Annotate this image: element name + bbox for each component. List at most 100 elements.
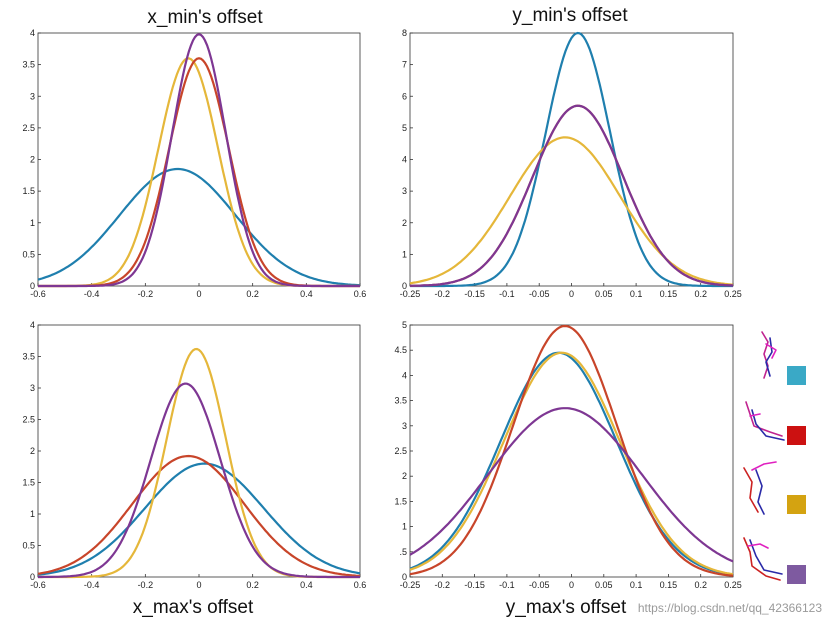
x-tick-label: -0.05 xyxy=(529,289,550,299)
y-tick-label: 4 xyxy=(30,320,35,330)
legend-swatch-red xyxy=(787,426,806,445)
series-line-purple xyxy=(38,33,360,288)
y-tick-label: 7 xyxy=(402,60,407,70)
series-line-yellow xyxy=(409,351,734,576)
series-line-purple xyxy=(409,407,734,563)
y-tick-label: 1.5 xyxy=(22,186,35,196)
x-tick-label: 0.05 xyxy=(595,289,613,299)
x-tick-label: -0.25 xyxy=(400,289,421,299)
x-tick-label: -0.2 xyxy=(138,580,154,590)
y-tick-label: 3.5 xyxy=(22,352,35,362)
x-tick-label: 0.05 xyxy=(595,580,613,590)
x-tick-label: 0 xyxy=(196,580,201,590)
series-line-blue xyxy=(409,351,734,576)
x-tick-label: 0.15 xyxy=(660,580,678,590)
x-tick-label: 0 xyxy=(569,580,574,590)
x-tick-label: 0.2 xyxy=(694,289,707,299)
x-tick-label: 0.1 xyxy=(630,580,643,590)
y-tick-label: 3 xyxy=(402,421,407,431)
legend-pose-2 xyxy=(745,401,785,441)
x-tick-label: 0.2 xyxy=(694,580,707,590)
y-tick-label: 4 xyxy=(402,155,407,165)
y-tick-label: 1 xyxy=(30,218,35,228)
y-tick-label: 2 xyxy=(402,471,407,481)
x-tick-label: 0.4 xyxy=(300,289,313,299)
x-tick-label: 0.2 xyxy=(246,289,259,299)
chart-title-x-min: x_min's offset xyxy=(147,7,263,28)
plot-frame xyxy=(409,32,734,287)
charts-group: -0.6 -0.4 -0.2 0 0.2 0.4 0.600.511.522.533.54-… xyxy=(22,28,741,590)
y-tick-label: 5 xyxy=(402,123,407,133)
legend-pose-1 xyxy=(761,331,777,379)
chart-1: -0.25 -0.2 -0.15 -0.1 -0.05 0 0.05 0.1 0.15 0.2 0.… xyxy=(400,28,742,299)
y-tick-label: 3.5 xyxy=(22,60,35,70)
y-tick-label: 3 xyxy=(30,383,35,393)
y-tick-label: 6 xyxy=(402,91,407,101)
series-line-blue xyxy=(37,462,361,576)
chart-3: -0.25 -0.2 -0.15 -0.1 -0.05 0 0.05 0.1 0.15 0.2 0.… xyxy=(394,320,741,590)
y-tick-label: .5 xyxy=(399,547,407,557)
y-tick-label: 2 xyxy=(30,155,35,165)
series-line-purple xyxy=(410,104,734,287)
x-tick-label: 0.25 xyxy=(724,580,742,590)
y-tick-label: 0 xyxy=(402,572,407,582)
x-tick-label: -0.4 xyxy=(84,580,100,590)
y-tick-label: 4 xyxy=(402,370,407,380)
x-tick-label: -0.15 xyxy=(464,289,485,299)
series-line-red xyxy=(37,454,361,577)
x-tick-label: 0.6 xyxy=(354,289,367,299)
y-tick-label: 8 xyxy=(402,28,407,38)
y-tick-label: 1 xyxy=(30,509,35,519)
series-line-red xyxy=(409,324,734,577)
y-tick-label: 1 xyxy=(402,249,407,259)
x-tick-label: 0.25 xyxy=(724,289,742,299)
series-line-purple xyxy=(38,382,360,579)
x-tick-label: 0.1 xyxy=(630,289,643,299)
x-tick-label: 0.6 xyxy=(354,580,367,590)
y-tick-label: 3 xyxy=(30,91,35,101)
watermark: https://blog.csdn.net/qq_42366123 xyxy=(638,601,822,615)
chart-title-x-max: x_max's offset xyxy=(133,597,254,618)
legend xyxy=(743,331,806,584)
y-tick-label: 2.5 xyxy=(22,415,35,425)
x-tick-label: -0.4 xyxy=(84,289,100,299)
chart-title-y-max: y_max's offset xyxy=(506,597,627,618)
x-tick-label: -0.2 xyxy=(435,289,451,299)
y-tick-label: 4.5 xyxy=(394,345,407,355)
legend-pose-3 xyxy=(743,461,777,515)
plot-frame xyxy=(409,324,734,578)
y-tick-label: 2.5 xyxy=(394,446,407,456)
chart-2: -0.6 -0.4 -0.2 0 0.2 0.4 0.6 0 0.5 1 1.5 2 2.5 3 3.5 4 xyxy=(22,320,366,590)
series-line-red xyxy=(410,104,734,287)
x-tick-label: -0.05 xyxy=(529,580,550,590)
legend-pose-4 xyxy=(743,537,783,581)
y-tick-label: 4 xyxy=(30,28,35,38)
y-tick-label: 1 xyxy=(402,522,407,532)
y-tick-label: 0.5 xyxy=(22,541,35,551)
y-tick-label: 3 xyxy=(402,186,407,196)
y-tick-label: 0.5 xyxy=(22,249,35,259)
x-tick-label: -0.6 xyxy=(30,580,46,590)
plot-frame xyxy=(37,324,361,578)
x-tick-label: -0.15 xyxy=(464,580,485,590)
x-tick-label: 0 xyxy=(196,289,201,299)
x-tick-label: -0.25 xyxy=(400,580,421,590)
x-tick-label: -0.2 xyxy=(138,289,154,299)
chart-title-y-min: y_min's offset xyxy=(512,5,628,26)
y-tick-label: 0 xyxy=(402,281,407,291)
legend-swatch-blue xyxy=(787,366,806,385)
y-tick-label: 5 xyxy=(402,320,407,330)
chart-0: -0.6 -0.4 -0.2 0 0.2 0.4 0.6 0 0.5 1 1.5 2 2.5 3 3.5 4 xyxy=(22,28,366,299)
y-tick-label: 0 xyxy=(30,572,35,582)
x-tick-label: 0.2 xyxy=(246,580,259,590)
y-tick-label: 2 xyxy=(402,218,407,228)
series-line-yellow xyxy=(409,136,734,286)
x-tick-label: 0.15 xyxy=(660,289,678,299)
series-line-blue xyxy=(37,167,361,287)
x-tick-label: -0.6 xyxy=(30,289,46,299)
legend-swatch-yellow xyxy=(787,495,806,514)
legend-swatch-purple xyxy=(787,565,806,584)
y-tick-label: 1.5 xyxy=(22,478,35,488)
x-tick-label: 0.4 xyxy=(300,580,313,590)
x-tick-label: -0.1 xyxy=(499,580,515,590)
